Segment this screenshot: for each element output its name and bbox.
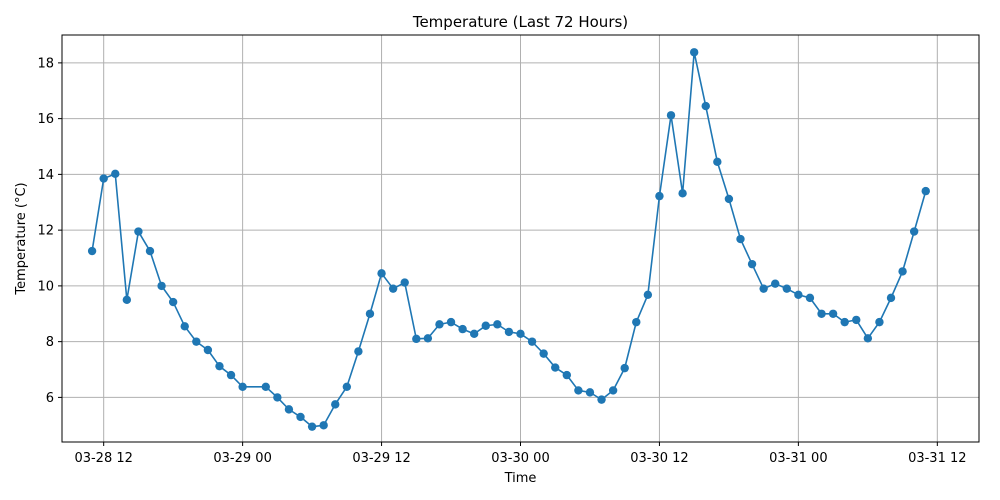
data-point <box>551 363 560 372</box>
data-point <box>539 349 548 358</box>
data-point <box>192 337 201 346</box>
data-point <box>655 191 664 201</box>
data-point <box>736 234 745 244</box>
data-point <box>261 382 270 391</box>
data-point <box>296 412 305 422</box>
data-point <box>238 382 247 391</box>
data-point <box>331 400 340 409</box>
x-tick-label: 03-30 12 <box>630 451 688 466</box>
data-point <box>157 281 166 291</box>
data-point <box>713 157 722 167</box>
data-point <box>817 309 826 318</box>
data-point <box>805 293 815 303</box>
data-point <box>145 246 155 256</box>
data-point <box>724 194 734 204</box>
data-point <box>435 320 444 329</box>
data-point <box>423 334 433 343</box>
chart-title: Temperature (Last 72 Hours) <box>412 13 628 31</box>
data-point <box>794 290 803 300</box>
data-point <box>689 48 699 57</box>
data-point <box>469 329 479 339</box>
data-point <box>180 322 189 331</box>
x-axis-label: Time <box>504 471 537 486</box>
data-point <box>168 297 178 307</box>
data-point <box>134 227 143 236</box>
data-point <box>701 101 710 111</box>
data-point <box>111 169 120 179</box>
data-point <box>342 382 352 391</box>
data-point <box>840 317 849 327</box>
x-axis: 03-28 12 03-29 00 03-29 12 03-30 00 03-30 12… <box>74 442 967 466</box>
data-point <box>747 259 757 269</box>
x-tick-label: 03-31 12 <box>908 451 966 466</box>
data-point <box>782 284 791 293</box>
data-point <box>771 279 780 288</box>
data-point <box>215 361 224 371</box>
data-point <box>574 386 583 395</box>
data-point <box>852 315 861 325</box>
data-point <box>354 347 363 356</box>
y-tick-label: 12 <box>37 224 54 239</box>
data-point <box>632 317 641 327</box>
y-tick-label: 18 <box>37 56 54 71</box>
data-point <box>863 334 873 343</box>
y-tick-label: 6 <box>46 391 54 406</box>
series-layer <box>87 48 930 431</box>
data-point <box>481 321 490 330</box>
x-tick-label: 03-31 00 <box>769 451 827 466</box>
y-tick-label: 10 <box>37 279 54 294</box>
grid-lines <box>62 35 979 442</box>
x-tick-label: 03-30 00 <box>491 451 549 466</box>
data-point <box>493 320 502 329</box>
data-point <box>226 370 236 380</box>
data-point <box>203 345 213 355</box>
data-point <box>446 317 456 327</box>
data-point <box>527 337 537 346</box>
x-tick-label: 03-29 12 <box>352 451 410 466</box>
data-point <box>412 334 421 344</box>
data-point <box>87 246 97 256</box>
data-point <box>678 189 687 198</box>
data-point <box>307 422 317 431</box>
x-tick-label: 03-29 00 <box>213 451 271 466</box>
data-point <box>620 363 629 373</box>
data-point <box>898 267 907 276</box>
data-point <box>400 278 409 287</box>
data-point <box>562 370 572 380</box>
data-point <box>458 324 467 334</box>
x-tick-label: 03-28 12 <box>74 451 132 466</box>
data-point <box>608 386 618 395</box>
data-point <box>875 317 884 327</box>
data-point <box>597 395 606 404</box>
data-point <box>585 388 595 397</box>
data-point <box>284 405 294 414</box>
y-tick-label: 8 <box>46 335 54 350</box>
data-point <box>828 309 838 318</box>
data-point <box>516 329 525 339</box>
data-point <box>759 284 768 293</box>
data-point <box>377 269 386 278</box>
y-axis: 6 8 10 12 14 16 18 <box>37 56 62 406</box>
data-point <box>122 295 132 305</box>
data-point <box>99 174 108 183</box>
data-point <box>909 227 919 236</box>
y-axis-label: Temperature (°C) <box>14 182 29 295</box>
y-tick-label: 14 <box>37 168 54 183</box>
data-point <box>504 327 514 337</box>
y-tick-label: 16 <box>37 112 54 127</box>
data-point <box>365 309 375 318</box>
data-point <box>319 421 328 430</box>
data-point <box>273 393 282 402</box>
data-point <box>643 290 653 300</box>
data-point <box>886 293 896 303</box>
data-point <box>921 186 930 196</box>
data-point <box>666 111 676 120</box>
data-point <box>388 284 398 293</box>
